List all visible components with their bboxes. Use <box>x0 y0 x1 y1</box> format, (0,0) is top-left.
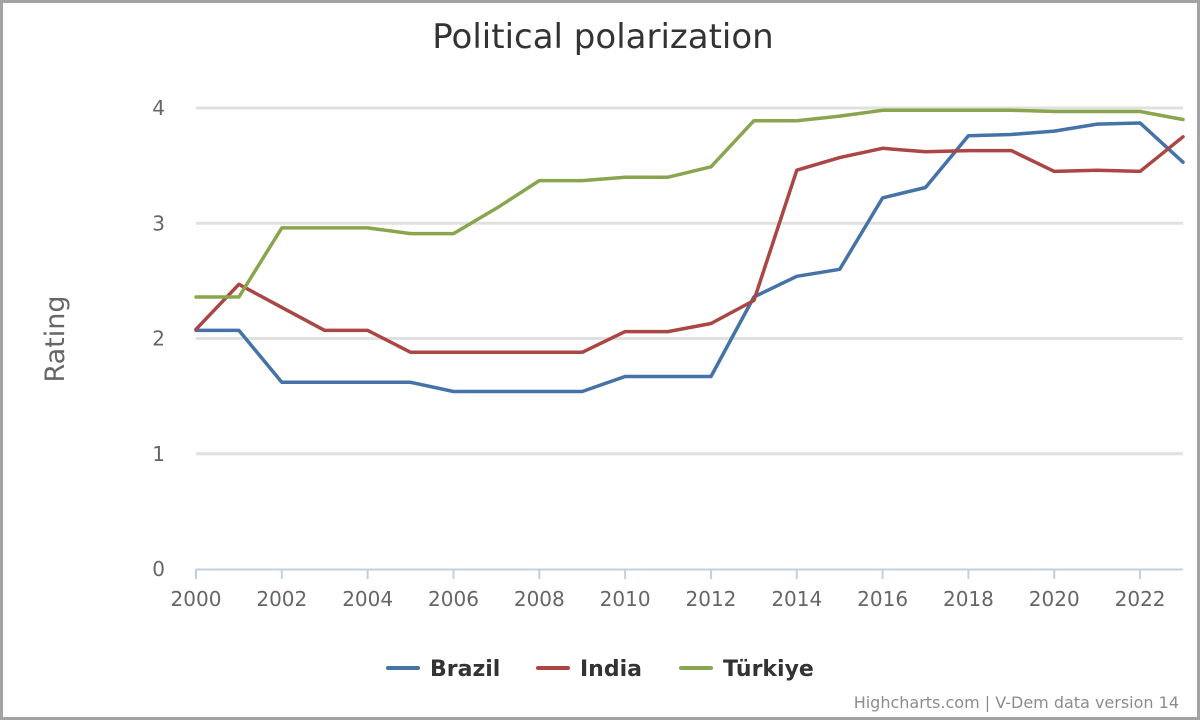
y-tick-label: 4 <box>152 96 165 120</box>
y-axis-title: Rating <box>40 295 71 382</box>
x-axis: 2000 2002 2004 2006 2008 2010 2012 2014 2016 2018… <box>171 568 1183 611</box>
legend: Brazil India Türkiye <box>386 657 814 682</box>
legend-item-india[interactable]: India <box>536 657 642 682</box>
x-tick-label: 2012 <box>686 587 737 611</box>
x-tick-label: 2000 <box>171 587 222 611</box>
x-tick-label: 2018 <box>943 587 994 611</box>
x-tick-label: 2008 <box>514 587 565 611</box>
y-tick-label: 2 <box>152 327 165 351</box>
x-tick-label: 2004 <box>342 587 393 611</box>
series-line-brazil[interactable] <box>194 121 1185 394</box>
x-tick-label: 2010 <box>600 587 651 611</box>
legend-label: Türkiye <box>723 657 814 682</box>
chart-title: Political polarization <box>432 17 774 57</box>
legend-label: India <box>580 657 642 682</box>
x-tick-label: 2014 <box>771 587 822 611</box>
line-chart: 2000 2002 2004 2006 2008 2010 2012 2014 2016 2018… <box>40 96 1185 682</box>
legend-item-brazil[interactable]: Brazil <box>386 657 500 682</box>
y-tick-label: 3 <box>152 211 165 235</box>
series-lines <box>194 108 1185 394</box>
x-tick-label: 2022 <box>1115 587 1166 611</box>
x-tick-label: 2006 <box>428 587 479 611</box>
x-tick-label: 2020 <box>1029 587 1080 611</box>
y-tick-label: 0 <box>152 557 165 581</box>
series-line-t-rkiye[interactable] <box>194 108 1185 299</box>
grid-lines <box>196 106 1183 456</box>
y-axis: 0 1 2 3 4 <box>152 96 165 581</box>
credits[interactable]: Highcharts.com | V-Dem data version 14 <box>853 693 1179 712</box>
legend-item-t-rkiye[interactable]: Türkiye <box>679 657 814 682</box>
y-tick-label: 1 <box>152 442 165 466</box>
x-tick-label: 2016 <box>857 587 908 611</box>
x-tick-label: 2002 <box>256 587 307 611</box>
legend-label: Brazil <box>430 657 500 682</box>
series-line-india[interactable] <box>194 135 1185 355</box>
